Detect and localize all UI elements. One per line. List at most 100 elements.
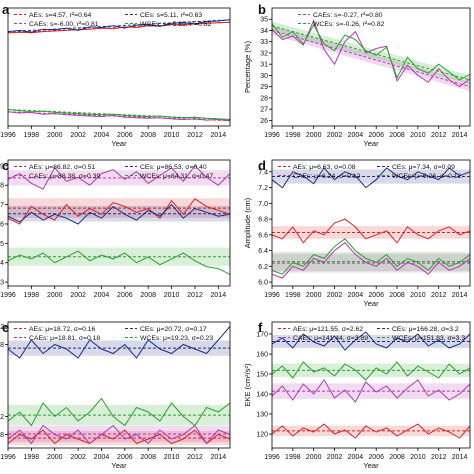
x-tick-label: 2012 (187, 132, 203, 139)
x-tick-label: 2006 (117, 454, 133, 461)
y-tick-label: 6.6 (258, 232, 268, 239)
legend: AEs: μ=18.72, σ=0.16 CEs: μ=20.72, σ=0.17… (14, 326, 213, 342)
x-tick-label: 1998 (24, 454, 40, 461)
panel-b: 1996 1998 2000 2002 2004 2006 2008 2010 2012 2014… (243, 2, 471, 148)
y-tick-label: 84 (0, 260, 4, 267)
legend-entry-CEs: CEs: s=5.11, r²=0.63 (140, 12, 202, 19)
x-tick-label: 2012 (187, 454, 203, 461)
legend-entry-CAEs: CAEs: μ=88.38, σ=0.39 (29, 173, 100, 180)
panel-label: a (2, 2, 10, 17)
trend-line-CAEs (272, 29, 470, 88)
series-line-AEs (272, 218, 470, 244)
x-tick-label: 2010 (164, 132, 180, 139)
y-tick-label: 6.0 (258, 280, 268, 287)
y-tick-label: 87 (0, 202, 4, 209)
x-tick-label: 2006 (368, 132, 384, 139)
series-line-CAEs (272, 379, 470, 403)
band-AEs (272, 425, 470, 437)
x-tick-label: 2014 (211, 132, 227, 139)
y-tick-label: 88 (0, 183, 4, 190)
x-tick-label: 2006 (117, 132, 133, 139)
x-tick-label: 2004 (348, 454, 364, 461)
x-tick-label: 2014 (452, 292, 468, 299)
x-tick-label: 2004 (94, 132, 110, 139)
y-tick-label: 89 (0, 163, 4, 170)
x-tick-label: 1998 (285, 454, 301, 461)
y-tick-label: 85 (0, 241, 4, 248)
y-tick-label: 34 (260, 28, 268, 35)
y-tick-label: 83 (0, 280, 4, 287)
x-tick-label: 2008 (389, 132, 405, 139)
series-line-AEs (8, 429, 230, 445)
x-tick-label: 2000 (306, 132, 322, 139)
y-tick-label: 35 (260, 17, 268, 24)
panel-label: e (2, 320, 9, 335)
x-tick-label: 2012 (431, 132, 447, 139)
y-tick-label: 7.2 (258, 185, 268, 192)
x-tick-label: 2010 (410, 132, 426, 139)
x-tick-label: 2002 (327, 292, 343, 299)
y-tick-label: 6.8 (258, 217, 268, 224)
x-tick-label: 1998 (285, 292, 301, 299)
panel-a: 1996 1998 2000 2002 2004 2006 2008 2010 2012 2014… (0, 2, 231, 148)
series-line-AEs (272, 423, 470, 439)
x-tick-label: 2008 (389, 292, 405, 299)
legend-entry-WCEs: WCEs: μ=19.23, σ=0.23 (140, 335, 213, 342)
legend: AEs: μ=121.55, σ=2.62 CEs: μ=166.28, σ=3.… (278, 326, 465, 342)
x-tick-label: 1996 (264, 132, 280, 139)
legend-entry-CAEs: CAEs: μ=6.24, σ=0.12 (293, 173, 361, 180)
x-tick-label: 2010 (410, 292, 426, 299)
x-tick-label: 2010 (164, 454, 180, 461)
series-trend-CAEs (8, 111, 230, 122)
series-line-CEs (8, 203, 230, 225)
panel-label: f (258, 320, 263, 335)
x-tick-label: 2008 (389, 454, 405, 461)
series-line-WCEs (272, 238, 470, 275)
x-axis-label: Year (111, 139, 127, 148)
y-tick-label: 160 (256, 352, 268, 359)
plot-frame (7, 321, 231, 449)
legend-entry-WCEs: WCEs: μ=151.83, σ=3.3 (392, 335, 465, 342)
legend-entry-AEs: AEs: μ=6.63, σ=0.08 (293, 164, 356, 171)
series-line-AEs (8, 198, 230, 225)
x-tick-label: 2000 (47, 132, 63, 139)
plot-frame (7, 7, 231, 127)
band-WCEs (272, 252, 470, 272)
plot-area (8, 165, 230, 275)
plot-frame (7, 159, 231, 287)
y-tick-label: 27 (260, 107, 268, 114)
series-line-CEs (272, 331, 470, 351)
legend-entry-CAEs: CAEs: μ=141.44, σ=3.89 (293, 335, 368, 342)
y-tick-label: 1.2 (0, 324, 4, 331)
legend-entry-CEs: CEs: μ=86.53, σ=0.40 (140, 164, 207, 171)
series-line-WCEs (272, 361, 470, 381)
panel-f: 1996 1998 2000 2002 2004 2006 2008 2010 2012 2014… (243, 320, 471, 470)
y-tick-label: 26 (260, 118, 268, 125)
y-tick-label: 30 (260, 73, 268, 80)
x-tick-label: 2006 (368, 292, 384, 299)
panel-label: b (258, 2, 266, 17)
legend-entry-CAEs: CAEs: s=-6.00, r²=0.81 (29, 21, 99, 28)
series-line-WCEs (272, 23, 470, 81)
band-WCEs (272, 363, 470, 377)
legend: AEs: s=4.57, r²=0.64 CEs: s=5.11, r²=0.63… (14, 12, 212, 28)
x-tick-label: 1996 (0, 454, 16, 461)
legend-entry-WCEs: WCEs: s=-5.80, r²=0.82 (140, 21, 212, 28)
panel-e: 1996 1998 2000 2002 2004 2006 2008 2010 2012 2014… (0, 320, 231, 470)
x-tick-label: 2002 (70, 292, 86, 299)
series-line-WCEs (8, 397, 230, 427)
legend-entry-WCEs: WCEs: μ=84.31, σ=0.47 (140, 173, 213, 180)
y-tick-label: 7.4 (258, 169, 268, 176)
x-axis-label: Year (111, 461, 127, 470)
y-tick-label: 6.4 (258, 248, 268, 255)
y-tick-label: 130 (256, 412, 268, 419)
y-tick-label: 8.8 (0, 432, 4, 439)
panel-c: 1996 1998 2000 2002 2004 2006 2008 2010 2012 2014… (0, 158, 231, 299)
x-tick-label: 2006 (117, 292, 133, 299)
x-tick-label: 2008 (140, 132, 156, 139)
x-tick-label: 2004 (348, 132, 364, 139)
y-tick-label: 32 (260, 50, 268, 57)
x-tick-label: 1998 (24, 292, 40, 299)
series-line-CEs (8, 326, 230, 359)
legend-entry-CAEs: CAEs: μ=18.81, σ=0.18 (29, 335, 100, 342)
